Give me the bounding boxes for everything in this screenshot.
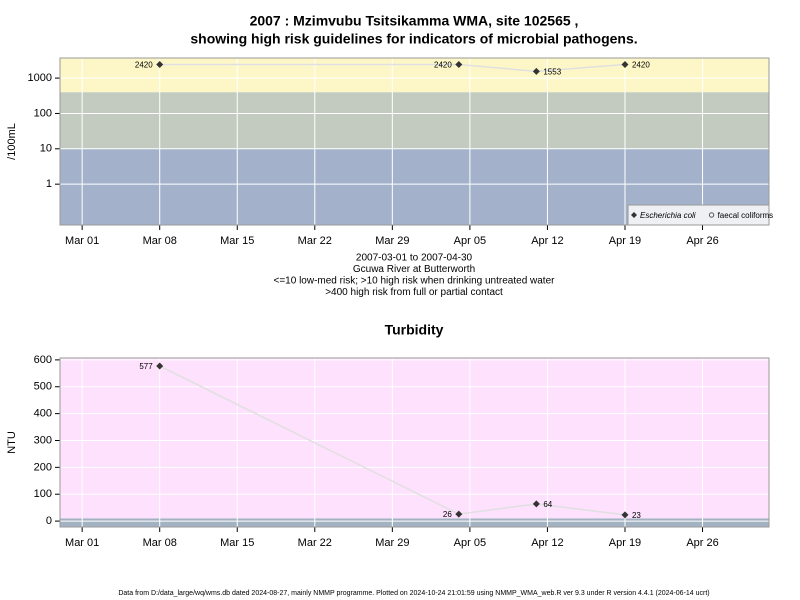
chart-note: >400 high risk from full or partial cont… (325, 287, 503, 298)
data-label: 2420 (135, 61, 153, 70)
chart-note: 2007-03-01 to 2007-04-30 (356, 253, 473, 264)
x-tick-label: Mar 29 (375, 537, 409, 549)
legend-box (627, 204, 770, 226)
x-tick-label: Mar 08 (143, 537, 177, 549)
data-point (156, 362, 164, 370)
x-tick-label: Apr 05 (454, 235, 486, 247)
x-tick-label: Mar 15 (220, 235, 254, 247)
y-tick-label: 100 (34, 107, 52, 119)
data-point (532, 500, 540, 508)
chart-title: Turbidity (385, 322, 444, 338)
data-point (621, 61, 629, 69)
data-label: 2420 (632, 61, 650, 70)
x-tick-label: Mar 22 (298, 537, 332, 549)
data-label: 23 (632, 511, 641, 520)
x-tick-label: Mar 08 (143, 235, 177, 247)
x-tick-label: Apr 26 (686, 537, 718, 549)
x-tick-label: Apr 12 (531, 235, 563, 247)
x-tick-label: Apr 19 (609, 235, 641, 247)
x-tick-label: Apr 12 (531, 537, 563, 549)
x-tick-label: Apr 05 (454, 537, 486, 549)
series-line (159, 63, 626, 73)
series-line (159, 365, 626, 516)
data-label: 26 (443, 510, 452, 519)
y-tick-label: 300 (34, 434, 52, 446)
x-tick-label: Mar 01 (65, 235, 99, 247)
y-tick-label: 10 (40, 143, 52, 155)
y-tick-label: 600 (34, 354, 52, 366)
y-tick-label: 1 (46, 178, 52, 190)
x-tick-label: Apr 26 (686, 235, 718, 247)
risk-band (60, 58, 769, 93)
y-tick-label: 400 (34, 408, 52, 420)
plot-border (59, 357, 770, 528)
y-tick-label: 0 (46, 515, 52, 527)
legend-label: Escherichia coli (640, 211, 696, 220)
chart-note: Gcuwa River at Butterworth (353, 264, 475, 275)
footer: Data from D:/data_large/wq/wms.db dated … (118, 590, 709, 597)
chart-note: <=10 low-med risk; >10 high risk when dr… (274, 276, 556, 287)
data-point (455, 61, 463, 69)
y-tick-label: 100 (34, 488, 52, 500)
y-tick-label: 500 (34, 381, 52, 393)
risk-band (60, 518, 769, 527)
x-tick-label: Mar 01 (65, 537, 99, 549)
data-point (156, 61, 164, 69)
data-point (532, 67, 540, 75)
data-label: 2420 (434, 61, 452, 70)
x-tick-label: Mar 22 (298, 235, 332, 247)
chart-title: showing high risk guidelines for indicat… (190, 31, 637, 47)
data-label: 577 (139, 362, 153, 371)
legend-marker (631, 212, 637, 218)
data-label: 64 (543, 500, 552, 509)
data-point (621, 511, 629, 519)
legend-label: faecal coliforms (718, 211, 774, 220)
data-point (455, 510, 463, 518)
y-axis-label: NTU (6, 431, 18, 454)
x-tick-label: Mar 29 (375, 235, 409, 247)
y-tick-label: 1000 (28, 72, 52, 84)
y-axis-label: /100mL (6, 123, 18, 160)
data-label: 1553 (543, 67, 561, 76)
y-tick-label: 200 (34, 461, 52, 473)
risk-band (60, 92, 769, 149)
legend-marker (708, 212, 715, 218)
x-tick-label: Apr 19 (609, 537, 641, 549)
chart-title: 2007 : Mzimvubu Tsitsikamma WMA, site 10… (250, 13, 579, 29)
x-tick-label: Mar 15 (220, 537, 254, 549)
plot-border (59, 57, 770, 226)
